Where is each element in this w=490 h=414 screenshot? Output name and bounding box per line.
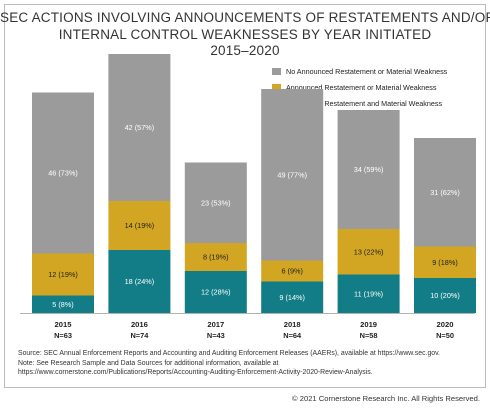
chart-frame (4, 4, 486, 388)
bar-segment-2019-series-2 (337, 110, 400, 229)
n-label-2018: N=64 (283, 331, 302, 340)
source-line-1: Source: SEC Annual Enforcement Reports a… (18, 350, 440, 357)
bar-segment-2015-series-2 (32, 92, 94, 254)
bar-segment-2018-series-2 (261, 89, 324, 261)
bar-segment-2019-series-0 (337, 274, 400, 313)
x-tick-label-2018: 2018 (284, 320, 301, 329)
data-label-2017-series-0: 12 (28%) (201, 288, 231, 297)
bar-segment-2020-series-1 (414, 246, 476, 278)
bar-segment-2020-series-2 (414, 138, 476, 247)
source-line-2: Note: See Research Sample and Data Sourc… (18, 359, 279, 367)
data-label-2019-series-1: 13 (22%) (354, 247, 384, 256)
title-line-1: SEC ACTIONS INVOLVING ANNOUNCEMENTS OF R… (0, 10, 490, 25)
data-label-2020-series-1: 9 (18%) (432, 258, 458, 267)
bar-segment-2018-series-0 (261, 281, 324, 313)
data-label-2020-series-0: 10 (20%) (430, 291, 460, 300)
data-label-2015-series-1: 12 (19%) (48, 270, 78, 279)
source-note: Source: SEC Annual Enforcement Reports a… (18, 349, 488, 378)
x-tick-label-2017: 2017 (207, 320, 224, 329)
bar-segment-2015-series-0 (32, 295, 94, 313)
bar-segment-2016-series-2 (108, 54, 171, 201)
n-label-2019: N=58 (360, 331, 378, 340)
data-label-2016-series-2: 42 (57%) (125, 123, 155, 132)
bar-segment-2016-series-0 (108, 250, 171, 313)
data-label-2018-series-2: 49 (77%) (277, 170, 307, 179)
bar-segment-2015-series-1 (32, 253, 94, 296)
bar-segment-2018-series-1 (261, 260, 324, 282)
legend-item-announced-either: Announced Restatement or Material Weakne… (272, 79, 447, 95)
copyright-notice: © 2021 Cornerstone Research Inc. All Rig… (292, 394, 480, 403)
x-tick-label-2015: 2015 (55, 320, 73, 329)
bar-segment-2019-series-1 (337, 229, 400, 275)
data-label-2017-series-2: 23 (53%) (201, 198, 231, 207)
chart-title: SEC ACTIONS INVOLVING ANNOUNCEMENTS OF R… (0, 10, 490, 60)
legend-item-no-announced: No Announced Restatement or Material Wea… (272, 63, 447, 79)
legend-swatch-announced-either (272, 83, 281, 91)
title-line-2: INTERNAL CONTROL WEAKNESSES BY YEAR INIT… (58, 26, 432, 42)
n-label-2020: N=50 (436, 331, 454, 340)
data-label-2017-series-1: 8 (19%) (203, 253, 229, 262)
bar-segment-2020-series-0 (414, 278, 476, 313)
data-label-2018-series-0: 9 (14%) (279, 293, 305, 302)
n-label-2015: N=63 (54, 331, 72, 340)
source-line-3: https://www.cornerstone.com/Publications… (18, 369, 373, 377)
data-label-2020-series-2: 31 (62%) (430, 188, 460, 197)
legend-label-no-announced: No Announced Restatement or Material Wea… (286, 66, 448, 76)
title-line-3: 2015–2020 (210, 43, 280, 58)
legend-label-announced-either: Announced Restatement or Material Weakne… (286, 82, 437, 92)
data-label-2015-series-2: 46 (73%) (48, 169, 78, 178)
data-label-2019-series-2: 34 (59%) (354, 165, 384, 174)
bar-segment-2016-series-1 (108, 201, 171, 250)
data-label-2016-series-1: 14 (19%) (125, 221, 155, 230)
x-tick-label-2016: 2016 (131, 320, 148, 329)
data-label-2019-series-0: 11 (19%) (354, 289, 383, 298)
n-label-2016: N=74 (130, 331, 149, 340)
data-label-2015-series-0: 5 (8%) (52, 300, 74, 309)
data-label-2016-series-0: 18 (24%) (125, 277, 155, 286)
bar-segment-2017-series-1 (184, 243, 247, 271)
bar-segment-2017-series-2 (184, 162, 247, 243)
bar-segment-2017-series-0 (184, 271, 247, 313)
data-label-2018-series-1: 6 (9%) (281, 267, 303, 276)
legend-label-announced-both: Announced Restatement and Material Weakn… (286, 98, 443, 108)
x-tick-label-2020: 2020 (437, 320, 454, 329)
x-tick-label-2019: 2019 (360, 320, 377, 329)
legend-swatch-no-announced (272, 67, 281, 75)
n-label-2017: N=43 (207, 331, 225, 340)
